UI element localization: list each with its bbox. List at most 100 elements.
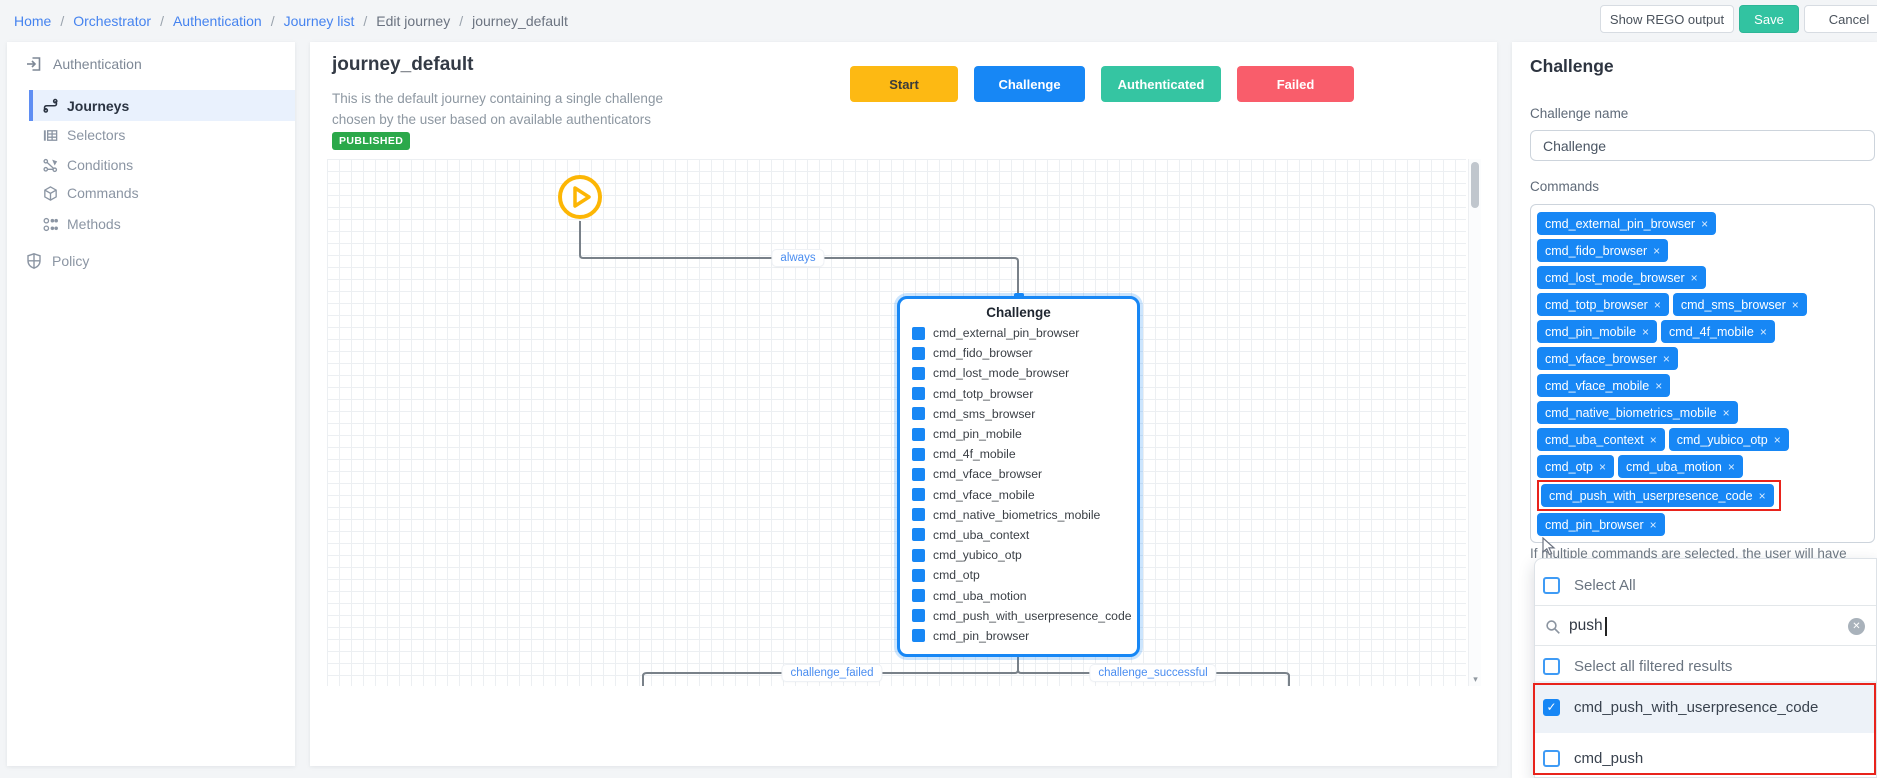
node-connector-port bbox=[1013, 293, 1024, 299]
sidebar-item-commands[interactable]: Commands bbox=[7, 178, 295, 208]
breadcrumb-link[interactable]: Orchestrator bbox=[73, 13, 152, 29]
command-chip[interactable]: cmd_push_with_userpresence_code × bbox=[1541, 484, 1774, 507]
chip-remove-icon[interactable]: × bbox=[1791, 297, 1799, 312]
command-chip[interactable]: cmd_external_pin_browser × bbox=[1537, 212, 1717, 235]
sidebar-item-journeys[interactable]: Journeys bbox=[29, 90, 295, 121]
chip-remove-icon[interactable]: × bbox=[1690, 270, 1698, 285]
select-all-checkbox[interactable] bbox=[1543, 576, 1560, 594]
mouse-cursor bbox=[1542, 536, 1556, 562]
challenge-node[interactable]: Challenge cmd_external_pin_browser cmd_fi… bbox=[897, 293, 1140, 657]
command-chip[interactable]: cmd_sms_browser × bbox=[1672, 293, 1807, 316]
command-chip[interactable]: cmd_uba_motion × bbox=[1617, 455, 1743, 478]
chip-label: cmd_native_biometrics_mobile bbox=[1545, 405, 1717, 420]
chip-row: cmd_uba_context × cmd_yubico_otp × bbox=[1537, 428, 1868, 451]
sidebar-item-methods[interactable]: Methods bbox=[7, 209, 295, 239]
select-filtered-row[interactable]: Select all filtered results bbox=[1535, 651, 1876, 681]
command-chip[interactable]: cmd_yubico_otp × bbox=[1668, 428, 1789, 451]
flow-canvas[interactable]: always Challenge cmd_external_pin_browse… bbox=[327, 159, 1466, 686]
challenge-properties-panel: Challenge Challenge name Commands cmd_ex… bbox=[1512, 42, 1877, 778]
legend-start-button[interactable]: Start bbox=[850, 66, 958, 102]
chip-remove-icon[interactable]: × bbox=[1722, 405, 1730, 420]
save-button[interactable]: Save bbox=[1739, 5, 1799, 33]
chip-remove-icon[interactable]: × bbox=[1759, 324, 1767, 339]
chip-remove-icon[interactable]: × bbox=[1758, 488, 1766, 503]
sidebar-item-selectors[interactable]: Selectors bbox=[7, 120, 295, 150]
breadcrumb-separator: / bbox=[270, 13, 275, 29]
chip-remove-icon[interactable]: × bbox=[1642, 324, 1650, 339]
canvas-scrollbar[interactable]: ▾ bbox=[1468, 159, 1481, 686]
node-command-label: cmd_yubico_otp bbox=[933, 548, 1022, 563]
command-chip[interactable]: cmd_lost_mode_browser × bbox=[1537, 266, 1706, 289]
chip-remove-icon[interactable]: × bbox=[1653, 243, 1661, 258]
sidebar-section-authentication[interactable]: Authentication bbox=[25, 55, 142, 73]
chip-label: cmd_yubico_otp bbox=[1676, 432, 1768, 447]
option-checkbox[interactable] bbox=[1543, 749, 1560, 767]
chip-label: cmd_lost_mode_browser bbox=[1545, 270, 1685, 285]
command-square-icon bbox=[912, 488, 925, 502]
command-chip[interactable]: cmd_pin_mobile × bbox=[1537, 320, 1658, 343]
chip-remove-icon[interactable]: × bbox=[1649, 432, 1657, 447]
command-square-icon bbox=[912, 568, 925, 582]
node-command-item: cmd_otp bbox=[900, 565, 1137, 585]
command-chip[interactable]: cmd_otp × bbox=[1537, 455, 1614, 478]
command-square-icon bbox=[912, 447, 925, 461]
cancel-button[interactable]: Cancel bbox=[1804, 5, 1877, 33]
command-chip[interactable]: cmd_vface_browser × bbox=[1537, 347, 1678, 370]
dropdown-option[interactable]: ✓ cmd_push_with_userpresence_code bbox=[1535, 681, 1876, 733]
methods-icon bbox=[42, 216, 59, 233]
legend-authenticated-button[interactable]: Authenticated bbox=[1101, 66, 1221, 102]
command-chip[interactable]: cmd_fido_browser × bbox=[1537, 239, 1669, 262]
journeys-icon bbox=[42, 97, 59, 114]
chip-label: cmd_sms_browser bbox=[1680, 297, 1786, 312]
command-square-icon bbox=[912, 508, 925, 522]
chip-remove-icon[interactable]: × bbox=[1727, 459, 1735, 474]
challenge-name-input[interactable] bbox=[1530, 130, 1875, 161]
chip-label: cmd_4f_mobile bbox=[1669, 324, 1754, 339]
command-chip[interactable]: cmd_uba_context × bbox=[1537, 428, 1665, 451]
node-command-item: cmd_push_with_userpresence_code bbox=[900, 606, 1137, 626]
command-chip[interactable]: cmd_vface_mobile × bbox=[1537, 374, 1671, 397]
command-chip[interactable]: cmd_totp_browser × bbox=[1537, 293, 1669, 316]
command-square-icon bbox=[912, 528, 925, 542]
chip-remove-icon[interactable]: × bbox=[1655, 378, 1663, 393]
breadcrumb-link[interactable]: Home bbox=[14, 13, 52, 29]
breadcrumb-link[interactable]: Authentication bbox=[172, 13, 262, 29]
sidebar-item-policy[interactable]: Policy bbox=[7, 246, 295, 276]
command-chip[interactable]: cmd_4f_mobile × bbox=[1661, 320, 1775, 343]
chip-remove-icon[interactable]: × bbox=[1653, 297, 1661, 312]
node-command-item: cmd_lost_mode_browser bbox=[900, 363, 1137, 383]
node-command-label: cmd_uba_motion bbox=[933, 588, 1027, 603]
start-node[interactable] bbox=[556, 173, 604, 221]
chip-remove-icon[interactable]: × bbox=[1701, 216, 1709, 231]
scrollbar-down-arrow-icon[interactable]: ▾ bbox=[1473, 674, 1478, 684]
legend-failed-button[interactable]: Failed bbox=[1237, 66, 1354, 102]
scrollbar-thumb[interactable] bbox=[1471, 162, 1479, 208]
select-all-row[interactable]: Select All bbox=[1535, 567, 1876, 603]
option-label: cmd_push_with_userpresence_code bbox=[1574, 698, 1819, 716]
show-rego-output-button[interactable]: Show REGO output bbox=[1600, 5, 1734, 33]
chip-remove-icon[interactable]: × bbox=[1662, 351, 1670, 366]
breadcrumb-link[interactable]: Journey list bbox=[283, 13, 355, 29]
option-checkbox[interactable]: ✓ bbox=[1543, 698, 1560, 716]
chip-label: cmd_vface_browser bbox=[1545, 351, 1657, 366]
command-chip[interactable]: cmd_native_biometrics_mobile × bbox=[1537, 401, 1738, 424]
chip-row: cmd_push_with_userpresence_code × bbox=[1537, 480, 1868, 511]
selectors-icon bbox=[42, 127, 59, 144]
clear-search-icon[interactable]: ✕ bbox=[1848, 618, 1865, 635]
edge-label-challenge-failed: challenge_failed bbox=[782, 665, 882, 681]
selected-commands-box[interactable]: cmd_external_pin_browser × cmd_fido_browse… bbox=[1530, 204, 1875, 543]
chip-remove-icon[interactable]: × bbox=[1649, 517, 1657, 532]
chip-remove-icon[interactable]: × bbox=[1598, 459, 1606, 474]
command-chip[interactable]: cmd_pin_browser × bbox=[1537, 513, 1665, 536]
sidebar-item-conditions[interactable]: Conditions bbox=[7, 150, 295, 180]
command-search-input[interactable] bbox=[1569, 612, 1829, 640]
chip-row: cmd_native_biometrics_mobile × bbox=[1537, 401, 1868, 424]
chip-row: cmd_vface_browser × bbox=[1537, 347, 1868, 370]
node-command-item: cmd_sms_browser bbox=[900, 404, 1137, 424]
legend-challenge-button[interactable]: Challenge bbox=[974, 66, 1085, 102]
dropdown-option[interactable]: cmd_push bbox=[1535, 735, 1876, 778]
select-filtered-checkbox[interactable] bbox=[1543, 657, 1560, 675]
chip-remove-icon[interactable]: × bbox=[1773, 432, 1781, 447]
breadcrumb-separator: / bbox=[459, 13, 464, 29]
chip-row: cmd_otp × cmd_uba_motion × bbox=[1537, 455, 1868, 478]
